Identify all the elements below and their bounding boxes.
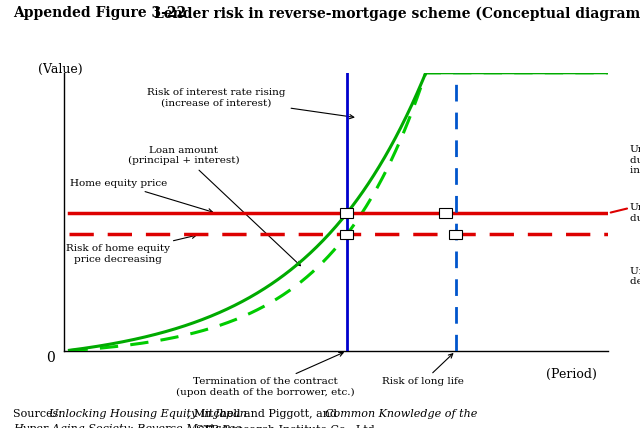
Text: (Period): (Period) bbox=[547, 368, 597, 380]
Text: 0: 0 bbox=[46, 351, 55, 365]
Bar bbox=[340, 229, 353, 239]
Text: , STB Research Institute Co., Ltd.: , STB Research Institute Co., Ltd. bbox=[189, 424, 378, 428]
Text: Sources:: Sources: bbox=[13, 409, 65, 419]
Bar bbox=[439, 208, 452, 218]
Text: Home equity price: Home equity price bbox=[70, 179, 212, 213]
Bar bbox=[449, 229, 462, 239]
Text: Unlocking Housing Equity in Japan: Unlocking Housing Equity in Japan bbox=[49, 409, 246, 419]
Text: Hyper-Aging Society: Reverse Mortgage: Hyper-Aging Society: Reverse Mortgage bbox=[13, 424, 241, 428]
Text: Termination of the contract
(upon death of the borrower, etc.): Termination of the contract (upon death … bbox=[176, 352, 355, 397]
Text: Undersecuritization due to
decrease in home equity price: Undersecuritization due to decrease in h… bbox=[630, 267, 640, 286]
Text: , Mitchell and Piggott, and: , Mitchell and Piggott, and bbox=[187, 409, 340, 419]
Text: Undersecuritization
due to increase in
interest rate: Undersecuritization due to increase in i… bbox=[630, 145, 640, 175]
Text: Undersecuritization
due to long life: Undersecuritization due to long life bbox=[611, 203, 640, 223]
Text: Risk of interest rate rising
(increase of interest): Risk of interest rate rising (increase o… bbox=[147, 88, 354, 119]
Text: Loan amount
(principal + interest): Loan amount (principal + interest) bbox=[128, 146, 300, 266]
Text: Common Knowledge of the: Common Knowledge of the bbox=[325, 409, 477, 419]
Text: Risk of home equity
price decreasing: Risk of home equity price decreasing bbox=[67, 234, 196, 264]
Text: Risk of long life: Risk of long life bbox=[382, 354, 464, 386]
Bar bbox=[340, 208, 353, 218]
Text: Appended Figure 3-22: Appended Figure 3-22 bbox=[13, 6, 186, 21]
Text: Lender risk in reverse-mortgage scheme (Conceptual diagram): Lender risk in reverse-mortgage scheme (… bbox=[154, 6, 640, 21]
Text: (Value): (Value) bbox=[38, 63, 83, 76]
